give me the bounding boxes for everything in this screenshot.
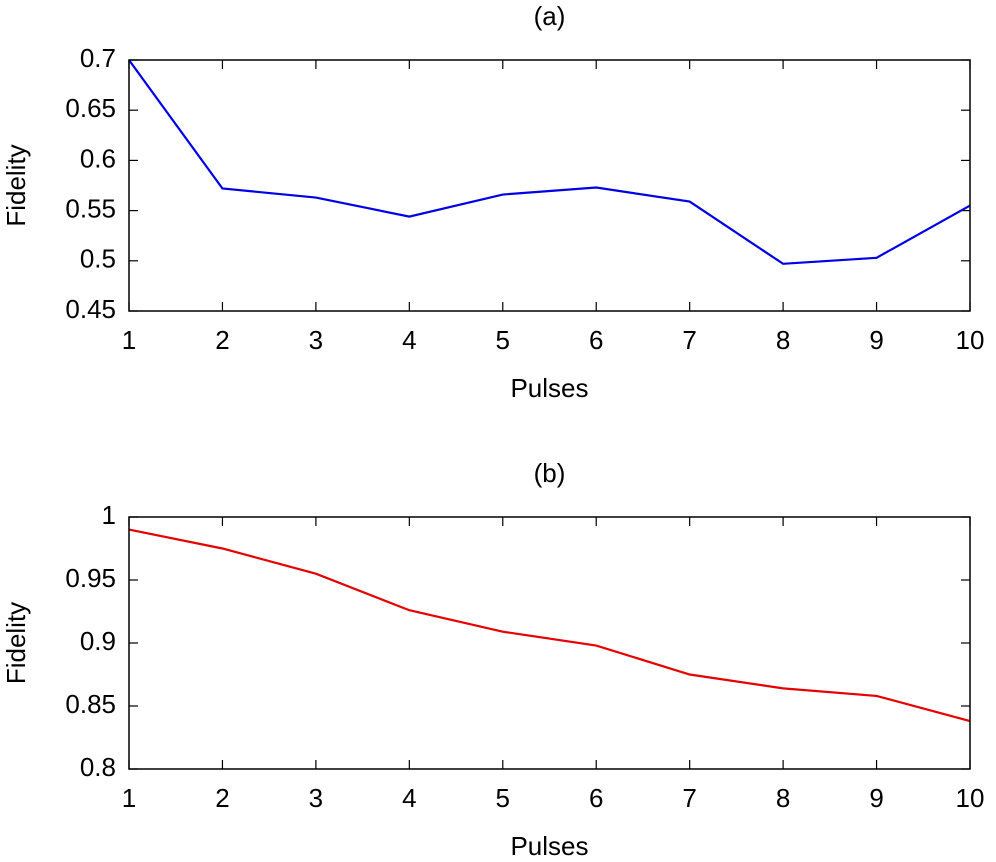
x-tick-label: 10 xyxy=(956,325,985,355)
y-tick-label: 0.9 xyxy=(80,626,116,656)
x-tick-label: 5 xyxy=(496,783,510,813)
x-tick-label: 9 xyxy=(869,325,883,355)
x-tick-label: 9 xyxy=(869,783,883,813)
y-axis-label: Fidelity xyxy=(1,602,31,684)
x-tick-label: 8 xyxy=(776,325,790,355)
chart-title: (a) xyxy=(534,1,566,31)
x-tick-label: 10 xyxy=(956,783,985,813)
x-tick-label: 7 xyxy=(682,325,696,355)
x-tick-label: 3 xyxy=(309,783,323,813)
x-tick-label: 4 xyxy=(402,783,416,813)
x-tick-label: 7 xyxy=(682,783,696,813)
x-tick-label: 5 xyxy=(496,325,510,355)
y-tick-label: 0.45 xyxy=(65,294,116,324)
x-axis-label: Pulses xyxy=(510,373,588,403)
y-tick-label: 0.95 xyxy=(65,563,116,593)
y-tick-label: 0.8 xyxy=(80,752,116,782)
x-axis-label: Pulses xyxy=(510,831,588,861)
data-line xyxy=(128,59,971,265)
y-tick-label: 0.85 xyxy=(65,689,116,719)
plot-frame xyxy=(128,59,971,312)
x-tick-label: 8 xyxy=(776,783,790,813)
data-line xyxy=(128,528,971,723)
x-tick-label: 1 xyxy=(122,783,136,813)
plot-frame xyxy=(128,516,971,770)
x-tick-label: 2 xyxy=(215,325,229,355)
y-tick-label: 0.5 xyxy=(80,244,116,274)
y-tick-label: 1 xyxy=(102,500,116,530)
x-tick-label: 2 xyxy=(215,783,229,813)
y-tick-label: 0.6 xyxy=(80,143,116,173)
y-axis-label: Fidelity xyxy=(1,144,31,226)
x-tick-label: 6 xyxy=(589,783,603,813)
x-tick-label: 3 xyxy=(309,325,323,355)
x-tick-label: 4 xyxy=(402,325,416,355)
y-tick-label: 0.65 xyxy=(65,93,116,123)
x-tick-label: 6 xyxy=(589,325,603,355)
y-tick-label: 0.55 xyxy=(65,193,116,223)
chart-title: (b) xyxy=(534,458,566,488)
x-tick-label: 1 xyxy=(122,325,136,355)
y-tick-label: 0.7 xyxy=(80,43,116,73)
